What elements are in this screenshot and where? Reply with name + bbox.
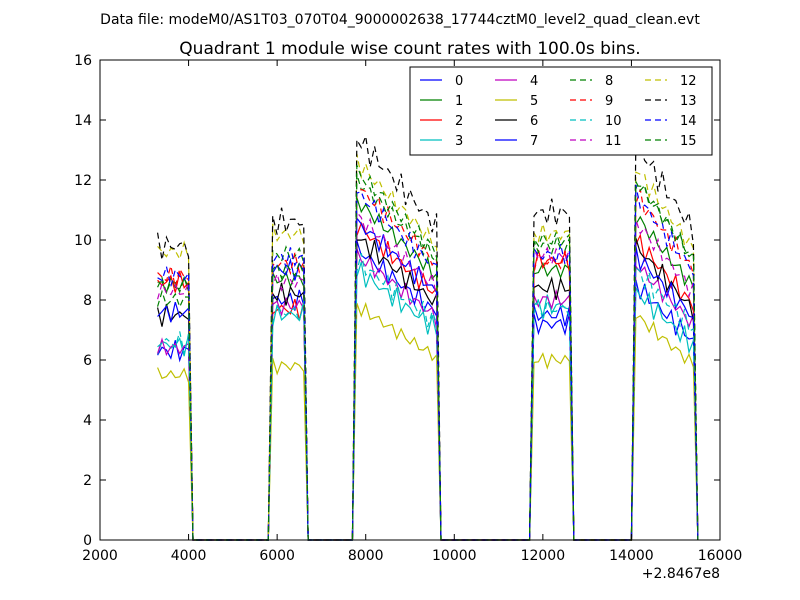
legend-label-12: 12 [680, 74, 697, 89]
legend-label-9: 9 [605, 94, 613, 109]
legend-label-15: 15 [680, 134, 697, 149]
legend-label-4: 4 [530, 74, 538, 89]
x-tick-label: 4000 [171, 548, 207, 564]
x-tick-label: 8000 [348, 548, 384, 564]
series-line-11 [156, 210, 699, 541]
legend-label-7: 7 [530, 134, 538, 149]
y-tick-label: 6 [83, 353, 92, 369]
series-line-9 [157, 188, 699, 541]
legend-box [409, 66, 713, 156]
y-tick-label: 4 [83, 413, 92, 429]
x-tick-label: 14000 [609, 548, 654, 564]
x-tick-label: 12000 [521, 548, 566, 564]
series-line-5 [157, 301, 699, 541]
x-offset-label: +2.8467e8 [642, 566, 720, 582]
chart-title: Quadrant 1 module wise count rates with … [179, 39, 640, 59]
x-tick-label: 16000 [698, 548, 743, 564]
y-tick-label: 14 [74, 113, 92, 129]
x-tick-label: 6000 [259, 548, 295, 564]
x-tick-label: 10000 [432, 548, 477, 564]
axis-ticks: 2000 4000 6000 8000 10000 12000 14000 16000 0 2 4 6… [74, 53, 742, 564]
y-tick-label: 12 [74, 173, 92, 189]
legend-label-3: 3 [455, 134, 463, 149]
series-line-3 [157, 261, 699, 541]
legend-label-1: 1 [455, 94, 463, 109]
legend-label-2: 2 [455, 114, 463, 129]
series-line-2 [157, 221, 699, 541]
legend-label-10: 10 [605, 114, 622, 129]
y-tick-label: 2 [83, 473, 92, 489]
series-line-7 [157, 216, 699, 541]
chart-suptitle: Data file: modeM0/AS1T03_070T04_90000026… [100, 12, 700, 28]
legend-label-11: 11 [605, 134, 622, 149]
series-line-1 [157, 197, 699, 541]
y-tick-label: 8 [83, 293, 92, 309]
series-line-13 [156, 133, 699, 541]
series-line-0 [157, 240, 699, 541]
legend-label-8: 8 [605, 74, 613, 89]
legend-label-14: 14 [680, 114, 697, 129]
x-tick-label: 2000 [82, 548, 118, 564]
legend-label-13: 13 [680, 94, 697, 109]
series-line-12 [157, 153, 699, 541]
y-tick-label: 10 [74, 233, 92, 249]
series-line-15 [156, 165, 699, 541]
series-layer [156, 133, 699, 541]
y-tick-label: 16 [74, 53, 92, 69]
legend-label-6: 6 [530, 114, 538, 129]
legend-label-0: 0 [455, 74, 463, 89]
series-line-6 [156, 238, 699, 541]
y-tick-label: 0 [83, 533, 92, 549]
series-line-4 [156, 248, 699, 541]
series-line-14 [157, 184, 699, 541]
legend-label-5: 5 [530, 94, 538, 109]
